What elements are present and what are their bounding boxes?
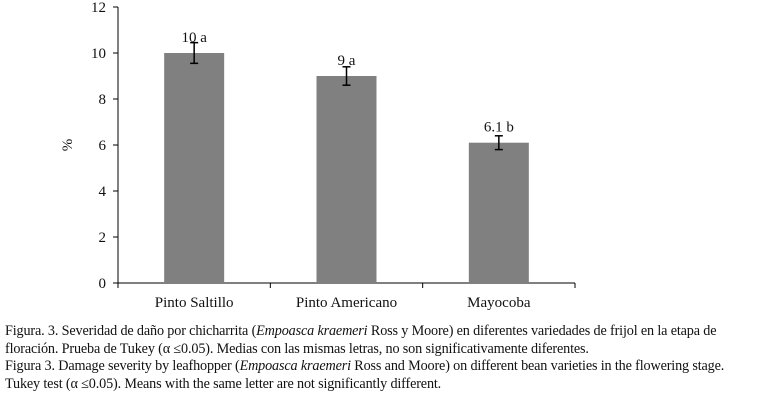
y-tick-label: 4 <box>99 184 107 200</box>
caption-english-prefix: Figura 3. Damage severity by leafhopper … <box>5 358 240 374</box>
x-tick-label: Pinto Saltillo <box>155 295 234 311</box>
bar-pinto-americano <box>316 76 377 283</box>
x-tick-label: Pinto Americano <box>296 295 397 311</box>
data-label: 10 a <box>181 30 207 46</box>
y-axis-label: % <box>60 139 76 152</box>
bar-pinto-saltillo <box>164 53 225 283</box>
bar-chart: 0 2 4 6 8 10 12 10 a Pinto Saltillo 9 a Pinto Amer… <box>60 0 576 311</box>
y-tick-label: 8 <box>99 92 107 108</box>
y-tick-label: 2 <box>99 230 107 246</box>
figure-caption: Figura. 3. Severidad de daño por chichar… <box>5 323 757 393</box>
caption-spanish-suffix: Ross y Moore) en diferentes variedades d… <box>5 323 717 357</box>
y-tick-label: 10 <box>91 46 106 62</box>
plot-area: 0 2 4 6 8 10 12 10 a Pinto Saltillo 9 a Pinto Amer… <box>91 0 576 311</box>
caption-spanish-species: Empoasca kraemeri <box>256 323 368 339</box>
caption-english-species: Empoasca kraemeri <box>239 358 351 374</box>
data-label: 9 a <box>338 53 356 69</box>
bar-mayocoba <box>468 142 529 283</box>
y-tick-label: 0 <box>99 276 107 292</box>
x-tick-label: Mayocoba <box>467 295 531 311</box>
caption-english: Figura 3. Damage severity by leafhopper … <box>5 358 757 393</box>
caption-spanish: Figura. 3. Severidad de daño por chichar… <box>5 323 757 358</box>
data-label: 6.1 b <box>484 120 514 136</box>
caption-english-suffix: Ross and Moore) on different bean variet… <box>5 358 725 392</box>
y-tick-label: 6 <box>99 138 107 154</box>
caption-spanish-prefix: Figura. 3. Severidad de daño por chichar… <box>5 323 257 339</box>
y-tick-label: 12 <box>91 0 106 16</box>
